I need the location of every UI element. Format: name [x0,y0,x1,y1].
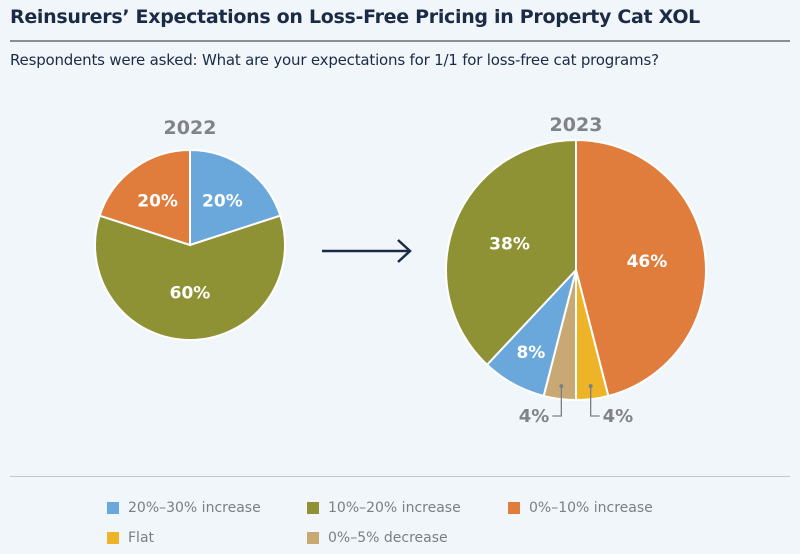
pie-2023-slice [445,138,577,367]
legend-item: 10%–20% increase [307,500,461,516]
pie-2023-slice-label: 38% [489,235,530,255]
legend-label: 20%–30% increase [128,500,261,516]
legend-item: 20%–30% increase [107,500,261,516]
pie-charts: 2022 2023 20% 60% 20% 46% 4% 4% 8% 38% [94,114,707,427]
pie-2023-slice-label: 4% [603,406,634,427]
legend-label: 0%–5% decrease [328,530,448,546]
pie-2022-slice [189,148,282,247]
arrow-icon [322,239,412,263]
legend-label: 10%–20% increase [328,500,461,516]
pie-2022-slice [98,148,191,247]
pie-2023-slice-label: 8% [516,343,545,363]
legend-swatch [107,532,119,544]
pie-2023-slice-label: 46% [627,252,668,272]
pie-2022-slice-label: 20% [202,191,243,211]
pie-2023-slice [575,138,707,398]
legend-divider [10,476,790,477]
legend-swatch [307,502,319,514]
leader-line [552,386,562,417]
legend-item: Flat [107,530,154,546]
title-rule [10,40,790,42]
legend-label: Flat [128,530,155,546]
pie-2022-slice-label: 60% [170,284,211,304]
legend-item: 0%–5% decrease [307,530,448,546]
chart-subtitle: Respondents were asked: What are your ex… [10,51,659,69]
legend-swatch [107,502,119,514]
pie-2023-slice-label: 4% [519,406,550,427]
pie-2022-slice-label: 20% [137,191,178,211]
legend-swatch [307,532,319,544]
chart-title: Reinsurers’ Expectations on Loss-Free Pr… [10,6,700,28]
legend-item: 0%–10% increase [508,500,653,516]
legend-label: 0%–10% increase [529,500,653,516]
pie-2023-title: 2023 [550,114,603,136]
leader-line [590,386,600,417]
legend-swatch [508,502,520,514]
pie-2022-slice [94,214,286,341]
pie-2022-title: 2022 [164,117,217,139]
